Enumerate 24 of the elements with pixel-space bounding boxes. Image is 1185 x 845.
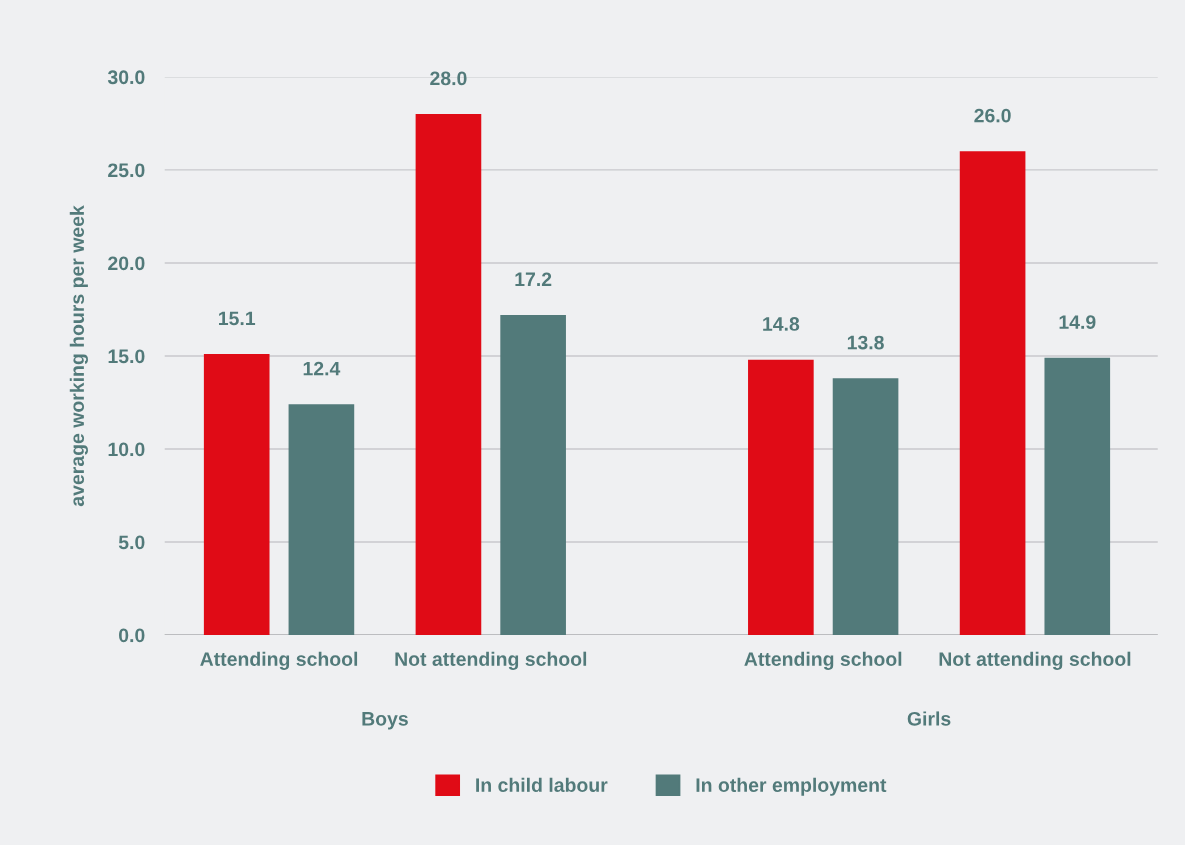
y-tick-label: 25.0	[108, 163, 145, 178]
data-label: 26.0	[974, 108, 1011, 123]
y-tick-label: 30.0	[107, 70, 145, 85]
data-label: 15.1	[219, 311, 256, 326]
data-label: 13.8	[847, 335, 884, 350]
text: Girls	[907, 711, 951, 726]
x-tick-label: Not attending school	[395, 651, 587, 670]
text: Boys	[362, 712, 408, 730]
legend-label: In other employment	[696, 777, 887, 796]
y-tick-label: 15.0	[108, 349, 145, 364]
y-tick-label: 5.0	[118, 535, 145, 550]
x-tick-label: Attending school	[200, 651, 358, 670]
data-label: 17.2	[515, 272, 552, 286]
y-tick-label: 0.0	[119, 628, 145, 643]
y-tick-label: 20.0	[108, 256, 145, 271]
x-tick-label: Attending school	[744, 651, 902, 670]
y-axis-title: average working hours per week	[69, 205, 88, 507]
data-label: 12.4	[303, 361, 341, 376]
legend-label: In child labour	[476, 777, 608, 793]
data-label: 28.0	[430, 71, 467, 86]
data-label: 14.9	[1059, 315, 1096, 329]
y-tick-label: 10.0	[108, 442, 145, 457]
data-label: 14.8	[763, 317, 800, 331]
x-tick-label: Not attending school	[939, 651, 1131, 670]
